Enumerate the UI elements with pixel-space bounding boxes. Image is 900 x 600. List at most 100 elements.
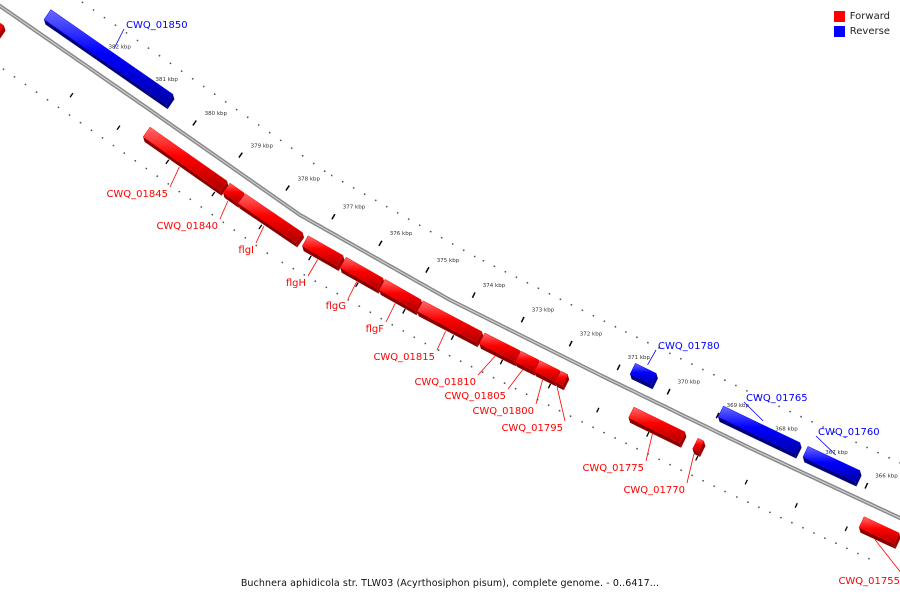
rail-dot-inner <box>857 552 859 555</box>
rail-dot-inner <box>592 426 594 429</box>
gene-label-leader <box>743 401 764 422</box>
rail-dot-outer <box>482 259 485 262</box>
gene-end-face <box>679 431 687 448</box>
rail-dot-outer <box>385 205 388 208</box>
scale-tick-lower <box>258 224 263 230</box>
gene-label-leader <box>169 166 180 188</box>
gene-body <box>479 332 521 362</box>
gene-cwq-01775[interactable] <box>628 406 687 448</box>
rail-dot-outer <box>691 363 693 365</box>
rail-dot-inner <box>46 98 49 101</box>
rail-dot-inner <box>358 305 361 307</box>
scale-tick-label: 382 kbp <box>109 44 132 50</box>
gene-label: flgG <box>326 301 346 312</box>
gene-cwq-01810[interactable] <box>479 332 522 367</box>
gene-cwq-01755[interactable] <box>858 516 900 549</box>
gene-cwq-01815[interactable] <box>416 300 484 348</box>
rail-dot-inner <box>303 274 306 276</box>
rail-dot-inner <box>636 447 638 450</box>
gene-label: CWQ_01775 <box>582 463 644 474</box>
rail-dot-outer <box>213 93 216 96</box>
rail-dot-inner <box>691 474 693 477</box>
gene-shadow <box>555 381 564 391</box>
gene-label: CWQ_01845 <box>106 189 168 200</box>
rail-dot-inner <box>724 490 726 493</box>
scale-tick-label: 379 kbp <box>251 143 274 149</box>
rail-dot-inner <box>503 382 506 385</box>
gene-body <box>692 437 705 453</box>
gene-flgh[interactable] <box>301 235 345 271</box>
rail-dot-inner <box>244 236 247 239</box>
rail-dot-inner <box>79 121 82 124</box>
rail-dot-outer <box>440 236 443 239</box>
rail-dot-inner <box>336 292 339 295</box>
gene-shadow <box>802 457 857 487</box>
rail-dot-inner <box>123 152 126 155</box>
gene-cwq-01845[interactable] <box>142 126 229 196</box>
gene-cwq-01765[interactable] <box>717 405 802 459</box>
gene-flgf[interactable] <box>378 278 423 316</box>
rail-dot-outer <box>526 281 529 284</box>
scale-tick-lower <box>308 255 312 261</box>
scale-tick-lower <box>547 383 552 389</box>
gene-label: CWQ_01810 <box>414 377 476 388</box>
rail-dot-outer <box>103 16 106 19</box>
gene-shadow <box>44 19 168 110</box>
scale-tick-lower <box>794 502 798 508</box>
rail-dot-outer <box>136 39 139 42</box>
scale-tick-lower <box>165 159 170 165</box>
scale-tick <box>568 340 573 347</box>
gene-partial[interactable] <box>0 14 6 41</box>
rail-dot-inner <box>802 526 804 529</box>
gene-label-leader <box>535 379 543 405</box>
rail-dot-inner <box>547 404 550 407</box>
rail-dot-inner <box>459 360 462 363</box>
gene-label-leader <box>556 387 566 422</box>
scale-tick-lower <box>450 335 455 341</box>
rail-dot-outer <box>81 1 84 4</box>
gene-cwq-01795[interactable] <box>555 370 570 391</box>
gene-label-leader <box>645 433 653 462</box>
gene-cwq-01850[interactable] <box>43 9 175 110</box>
gene-label: CWQ_01800 <box>472 406 534 417</box>
gene-body <box>515 350 540 372</box>
rail-dot-inner <box>200 206 203 208</box>
rail-dot-inner <box>90 129 93 132</box>
gene-body <box>237 193 303 243</box>
scale-tick-label: 373 kbp <box>532 307 555 313</box>
rail-dot-inner <box>569 415 572 418</box>
gene-end-face <box>166 94 175 110</box>
gene-label: CWQ_01780 <box>658 341 720 352</box>
gene-label: CWQ_01770 <box>623 485 685 496</box>
gene-label: CWQ_01795 <box>501 423 563 434</box>
gene-cwq-01780[interactable] <box>629 362 658 390</box>
gene-body <box>0 22 5 33</box>
scale-tick-label: 366 kbp <box>875 473 898 479</box>
gene-label: CWQ_01765 <box>746 393 808 404</box>
gene-flgi[interactable] <box>237 193 305 248</box>
gene-end-face <box>794 442 802 459</box>
rail-dot-outer <box>279 139 282 142</box>
rail-dot-outer <box>746 390 748 392</box>
gene-flgg[interactable] <box>339 256 385 294</box>
gene-cwq-01760[interactable] <box>802 446 862 487</box>
gene-body <box>858 516 900 545</box>
gene-cwq-01770[interactable] <box>692 437 706 457</box>
rail-dot-inner <box>614 437 616 439</box>
rail-dot-outer <box>114 24 117 27</box>
rail-dot-outer <box>462 249 465 252</box>
scale-tick-label: 374 kbp <box>483 283 506 289</box>
gene-shadow <box>630 374 653 390</box>
rail-dot-inner <box>13 76 16 78</box>
rail-dot-inner <box>211 213 214 216</box>
rail-dot-inner <box>189 198 192 201</box>
rail-dot-inner <box>625 442 627 445</box>
scale-tick-label: 378 kbp <box>298 176 321 182</box>
backbone-highlight <box>0 5 900 519</box>
rail-dot-outer <box>800 415 802 418</box>
gene-shadow <box>859 527 896 549</box>
gene-label-leader <box>477 355 496 376</box>
rail-dot-outer <box>191 77 194 80</box>
scale-tick <box>285 185 290 191</box>
forward-swatch-icon <box>833 11 845 22</box>
